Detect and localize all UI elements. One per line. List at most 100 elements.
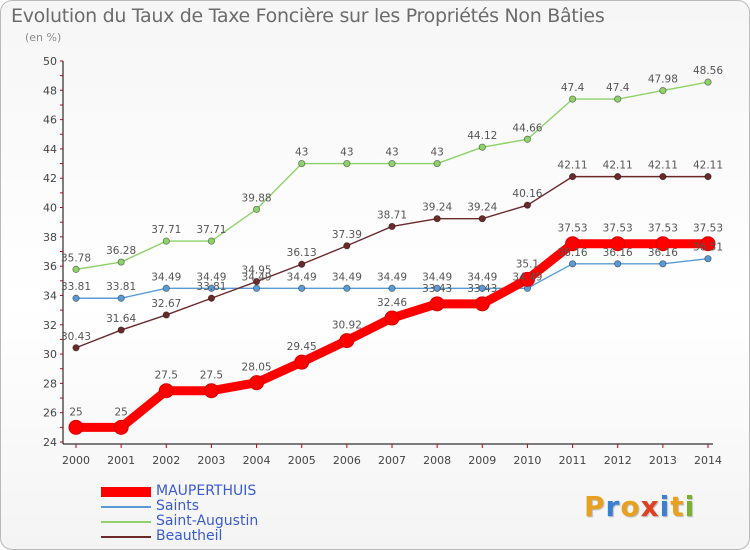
logo-letter: t: [670, 490, 685, 523]
data-label-saints: 34.49: [512, 271, 542, 283]
logo-letter: o: [620, 490, 641, 523]
x-tick-label: 2005: [288, 454, 316, 467]
x-tick-label: 2000: [62, 454, 90, 467]
data-point-beautheil: [298, 260, 306, 268]
data-label-saint-augustin: 43: [340, 147, 353, 159]
logo-letter: x: [640, 490, 660, 523]
chart-title: Evolution du Taux de Taxe Foncière sur l…: [11, 5, 605, 27]
x-tick-label: 2006: [333, 454, 361, 467]
data-point-mauperthuis: [249, 375, 265, 391]
x-tick-label: 2003: [197, 454, 225, 467]
data-point-saints: [162, 284, 170, 292]
data-label-saints: 36.16: [603, 247, 633, 259]
data-label-saint-augustin: 47.4: [561, 82, 585, 94]
data-point-beautheil: [433, 215, 441, 223]
data-point-mauperthuis: [203, 383, 219, 399]
data-point-saints: [478, 284, 486, 292]
y-tick-label: 28: [43, 377, 57, 390]
data-label-mauperthuis: 27.5: [200, 370, 223, 382]
data-label-beautheil: 34.95: [242, 265, 272, 277]
y-tick-label: 38: [43, 231, 57, 244]
x-tick-label: 2009: [468, 454, 496, 467]
data-point-saints: [72, 294, 80, 302]
data-point-mauperthuis: [474, 296, 490, 312]
data-point-saint-augustin: [162, 237, 170, 245]
legend-swatch: [101, 505, 151, 508]
x-tick-label: 2014: [694, 454, 722, 467]
data-label-mauperthuis: 25: [114, 406, 127, 418]
data-label-saint-augustin: 43: [295, 147, 308, 159]
data-point-saint-augustin: [659, 87, 667, 95]
data-point-saints: [298, 284, 306, 292]
axes: 24 26 28 30 32 34 36 38 40 42 44 46 48 50 2000 2001 2002…: [43, 55, 722, 467]
data-label-beautheil: 31.64: [106, 313, 136, 325]
x-tick-label: 2007: [378, 454, 406, 467]
data-label-beautheil: 42.11: [603, 160, 633, 172]
data-label-saints: 36.51: [693, 242, 723, 254]
data-label-saints: 34.49: [332, 271, 362, 283]
data-point-mauperthuis: [429, 296, 445, 312]
x-tick-label: 2004: [243, 454, 271, 467]
data-label-saints: 34.49: [377, 271, 407, 283]
legend-label: MAUPERTHUIS: [156, 483, 257, 499]
data-point-beautheil: [388, 222, 396, 231]
data-label-saint-augustin: 36.28: [106, 245, 136, 257]
data-point-saint-augustin: [207, 237, 216, 245]
data-point-saints: [659, 260, 667, 268]
data-point-beautheil: [72, 344, 80, 352]
data-point-saint-augustin: [704, 78, 712, 86]
data-point-mauperthuis: [700, 236, 716, 252]
data-point-beautheil: [207, 294, 216, 302]
data-label-beautheil: 37.39: [332, 229, 362, 241]
data-label-beautheil: 42.11: [648, 160, 678, 172]
data-point-saints: [433, 284, 441, 292]
chart-subtitle: (en %): [25, 31, 62, 44]
data-label-beautheil: 30.43: [61, 331, 91, 343]
data-label-saint-augustin: 47.98: [648, 74, 678, 86]
y-tick-label: 34: [43, 289, 57, 302]
data-point-beautheil: [523, 201, 532, 209]
data-label-mauperthuis: 33.43: [422, 283, 452, 295]
data-label-mauperthuis: 33.43: [467, 283, 497, 295]
data-label-saints: 36.16: [558, 247, 588, 259]
data-point-beautheil: [614, 173, 622, 181]
x-tick-label: 2008: [423, 454, 451, 467]
data-label-mauperthuis: 35.1: [516, 258, 539, 270]
data-point-beautheil: [478, 215, 486, 223]
data-label-saint-augustin: 39.88: [242, 192, 272, 204]
y-tick-label: 36: [43, 260, 57, 273]
data-point-mauperthuis: [655, 236, 671, 252]
data-label-saint-augustin: 43: [430, 147, 443, 159]
data-point-saint-augustin: [523, 135, 532, 143]
legend-label: Saint-Augustin: [156, 513, 259, 529]
data-label-mauperthuis: 37.53: [558, 223, 588, 235]
data-label-saints: 34.49: [151, 271, 181, 283]
data-point-beautheil: [162, 311, 170, 319]
data-point-beautheil: [704, 173, 712, 181]
x-tick-label: 2002: [152, 454, 180, 467]
y-tick-label: 30: [43, 348, 57, 361]
legend-label: Saints: [156, 498, 200, 514]
data-point-saint-augustin: [72, 265, 80, 273]
data-label-mauperthuis: 32.46: [377, 297, 407, 309]
logo-letter: i: [659, 490, 671, 523]
data-label-saints: 33.81: [61, 281, 91, 293]
data-point-beautheil: [659, 173, 667, 181]
data-label-saints: 34.49: [242, 271, 272, 283]
data-point-beautheil: [568, 173, 577, 181]
data-label-saint-augustin: 44.12: [467, 130, 497, 142]
y-tick-label: 40: [43, 202, 57, 215]
data-point-saint-augustin: [388, 159, 396, 168]
data-label-saint-augustin: 43: [385, 147, 398, 159]
data-point-saints: [614, 260, 622, 268]
y-tick-label: 42: [43, 172, 57, 185]
data-label-beautheil: 39.24: [467, 202, 497, 214]
y-tick-label: 24: [43, 436, 57, 449]
data-point-beautheil: [343, 242, 351, 250]
y-tick-label: 48: [43, 84, 57, 97]
data-label-saint-augustin: 44.66: [512, 122, 542, 134]
data-label-beautheil: 39.24: [422, 202, 452, 214]
data-point-mauperthuis: [519, 271, 535, 287]
